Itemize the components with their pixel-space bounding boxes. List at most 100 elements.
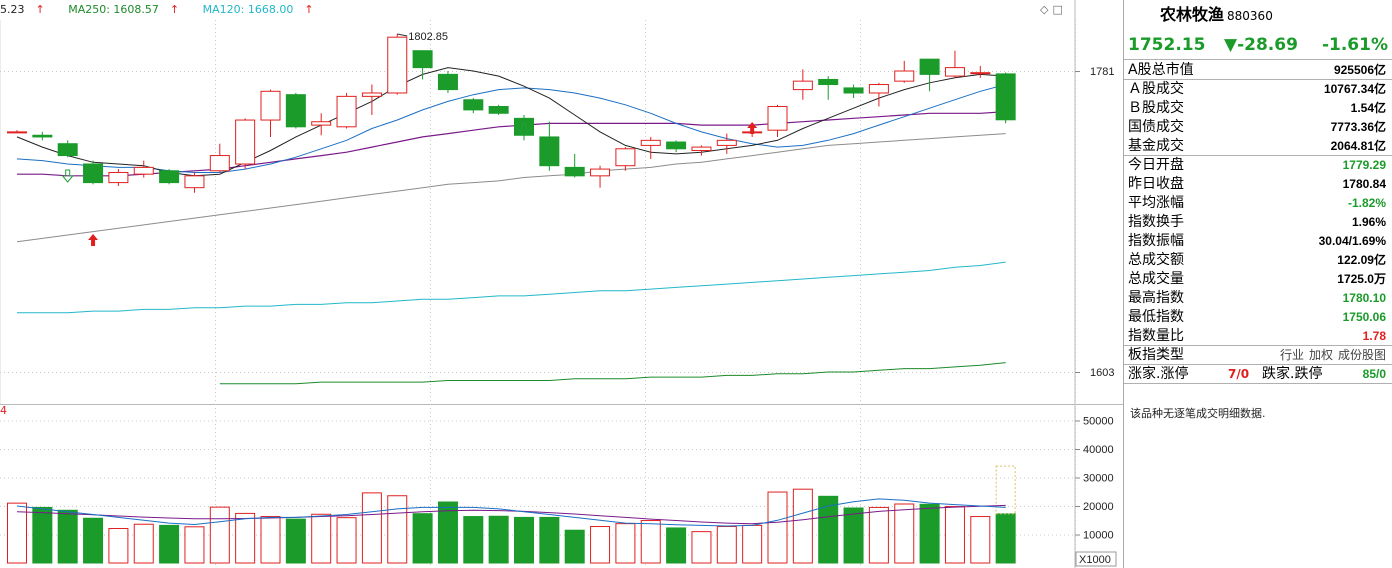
volume-bar-7 xyxy=(184,526,205,564)
candle-32 xyxy=(818,78,839,86)
volume-bar-37 xyxy=(944,506,965,564)
row-volume-ratio: 指数量比 1.78 xyxy=(1124,327,1392,346)
candle-12 xyxy=(311,121,332,126)
volume-bar-38 xyxy=(970,516,991,564)
candle-9 xyxy=(235,119,256,165)
minimize-icon[interactable]: □ xyxy=(1052,3,1067,16)
volume-bar-31 xyxy=(792,488,813,564)
volume-bar-30 xyxy=(767,491,788,564)
volume-bar-12 xyxy=(311,513,332,564)
volume-unit-label: X1000 xyxy=(1079,554,1111,566)
price-tick-label-0: 1781 xyxy=(1090,66,1114,78)
price-change: ▼-28.69 xyxy=(1224,34,1298,55)
row-index-turnover: 指数换手 1.96% xyxy=(1128,214,1386,230)
volume-tick-label-3: 20000 xyxy=(1083,501,1114,513)
ma5-line xyxy=(16,67,1006,177)
row-total-amount: 总成交额 122.09亿 xyxy=(1128,252,1386,268)
plate-constituents[interactable]: 成份股 xyxy=(1337,348,1374,362)
sell-signal-icon-0 xyxy=(61,169,74,183)
volume-bar-10 xyxy=(260,516,281,564)
candle-38 xyxy=(970,72,991,75)
row-plate-type: 板指类型 行业 加权 成份股图 xyxy=(1124,346,1392,365)
candle-8 xyxy=(209,155,230,172)
candle-39 xyxy=(995,73,1016,121)
high-pointer xyxy=(397,33,408,37)
volume-bar-14 xyxy=(361,492,382,564)
ma250-legend: MA250: 1608.57 ↑ xyxy=(68,3,180,16)
volume-tick-label-0: 50000 xyxy=(1083,416,1114,428)
candle-5 xyxy=(133,166,154,175)
candle-36 xyxy=(919,58,940,75)
volume-bar-18 xyxy=(463,516,484,564)
index-name: 农林牧渔 xyxy=(1160,5,1225,24)
volume-bar-11 xyxy=(285,518,306,564)
candle-23 xyxy=(590,168,611,177)
row-up-down: 涨家.涨停 7/0 跌家.跌停 85/0 xyxy=(1124,365,1392,384)
volume-bar-4 xyxy=(108,528,129,564)
volume-bar-16 xyxy=(412,513,433,564)
sell-signal-icon-1 xyxy=(517,123,531,137)
candle-0 xyxy=(7,131,27,134)
ma-first-value: 5.23 ↑ xyxy=(0,3,45,16)
volume-bar-26 xyxy=(666,527,687,564)
price-tick-label-1: 1603 xyxy=(1090,367,1114,379)
row-a-share-mktcap: A股总市值 925506亿 xyxy=(1124,61,1392,80)
ma60-line xyxy=(16,133,1006,243)
volume-bar-6 xyxy=(159,524,180,564)
row-amplitude: 指数振幅 30.04/1.69% xyxy=(1128,233,1386,249)
candle-16 xyxy=(412,50,433,69)
volume-bar-21 xyxy=(539,516,560,564)
diamond-icon[interactable]: ◇ xyxy=(1040,3,1053,16)
candle-35 xyxy=(894,70,915,82)
volume-tick-label-1: 40000 xyxy=(1083,444,1114,456)
index-title: 农林牧渔 880360 xyxy=(1124,0,1392,30)
volume-bar-36 xyxy=(919,503,940,564)
candle-10 xyxy=(260,90,281,121)
volume-bar-13 xyxy=(336,517,357,564)
row-b-share-turnover: Ｂ股成交 1.54亿 xyxy=(1128,100,1386,116)
candle-19 xyxy=(488,106,509,114)
volume-unit-box xyxy=(1075,551,1117,567)
candle-11 xyxy=(285,94,306,128)
candle-22 xyxy=(564,166,585,177)
volume-legend: 4 xyxy=(0,404,7,417)
volume-bar-33 xyxy=(843,507,864,564)
volume-bar-20 xyxy=(514,516,534,564)
volume-bar-1 xyxy=(32,506,53,564)
plate-industry[interactable]: 行业 xyxy=(1279,348,1304,362)
row-high: 最高指数 1780.10 xyxy=(1128,290,1386,306)
volume-bar-24 xyxy=(615,523,636,564)
volume-bar-3 xyxy=(83,517,104,564)
candle-21 xyxy=(539,136,560,167)
volume-bar-25 xyxy=(640,520,661,564)
quote-rows: A股总市值 925506亿 Ａ股成交 10767.34亿 Ｂ股成交 1.54亿 国债成… xyxy=(1124,61,1392,384)
buy-signal-icon-1 xyxy=(747,122,758,134)
row-low: 最低指数 1750.06 xyxy=(1128,309,1386,325)
row-fund-turnover: 基金成交 2064.81亿 xyxy=(1124,137,1392,156)
candle-1 xyxy=(32,134,53,138)
price-row: 1752.15 ▼-28.69 -1.61% xyxy=(1124,30,1392,60)
volume-bar-17 xyxy=(437,501,458,564)
candle-27 xyxy=(691,146,712,151)
row-open: 今日开盘 1779.29 xyxy=(1128,157,1386,173)
row-prev-close: 昨日收盘 1780.84 xyxy=(1128,176,1386,192)
candle-7 xyxy=(184,175,205,189)
chart-controls: ◇□ xyxy=(1040,3,1067,16)
ma250-line xyxy=(219,362,1006,385)
plate-weighted[interactable]: 加权 xyxy=(1308,348,1333,362)
volume-bar-0 xyxy=(7,502,27,564)
kline-chart-svg[interactable]: 1781 1603 50000 40000 30000 20000 10000 X1000 18… xyxy=(0,0,1123,568)
volume-bar-27 xyxy=(691,531,712,564)
ma10-line xyxy=(16,84,1006,173)
kline-chart-area[interactable]: 1781 1603 50000 40000 30000 20000 10000 X1000 18… xyxy=(0,0,1123,568)
volume-bar-28 xyxy=(716,526,737,564)
volume-bar-22 xyxy=(564,529,585,564)
price-change-pct: -1.61% xyxy=(1321,34,1388,55)
row-total-volume: 总成交量 1725.0万 xyxy=(1128,271,1386,287)
candle-33 xyxy=(843,87,864,94)
volume-bar-9 xyxy=(235,512,256,564)
candle-24 xyxy=(615,148,636,167)
candle-26 xyxy=(666,141,687,150)
volume-bar-23 xyxy=(590,526,611,564)
plate-type-options: 行业 加权 成份股图 xyxy=(1279,348,1386,362)
